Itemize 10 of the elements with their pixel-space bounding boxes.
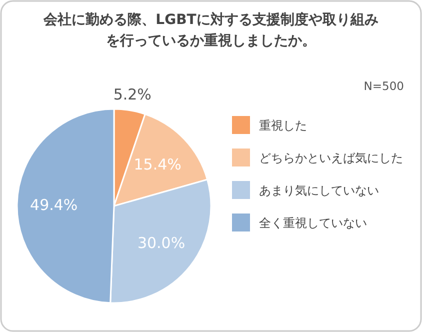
text: N=500 [364, 79, 404, 93]
legend-label: 全く重視していない [259, 216, 367, 230]
legend-label: あまり気にしていない [259, 184, 379, 198]
data-label: 30.0% [137, 234, 186, 252]
legend-label: 重視した [259, 118, 307, 132]
data-label: 15.4% [134, 156, 182, 174]
data-label: 5.2% [113, 86, 152, 104]
chart-title: 会社に勤める際、LGBTに対する支援制度や取り組みを行っているか重視しましたか。 [42, 10, 380, 51]
legend-label: どちらかといえば気にした [259, 151, 403, 165]
data-label: 49.4% [30, 196, 78, 214]
